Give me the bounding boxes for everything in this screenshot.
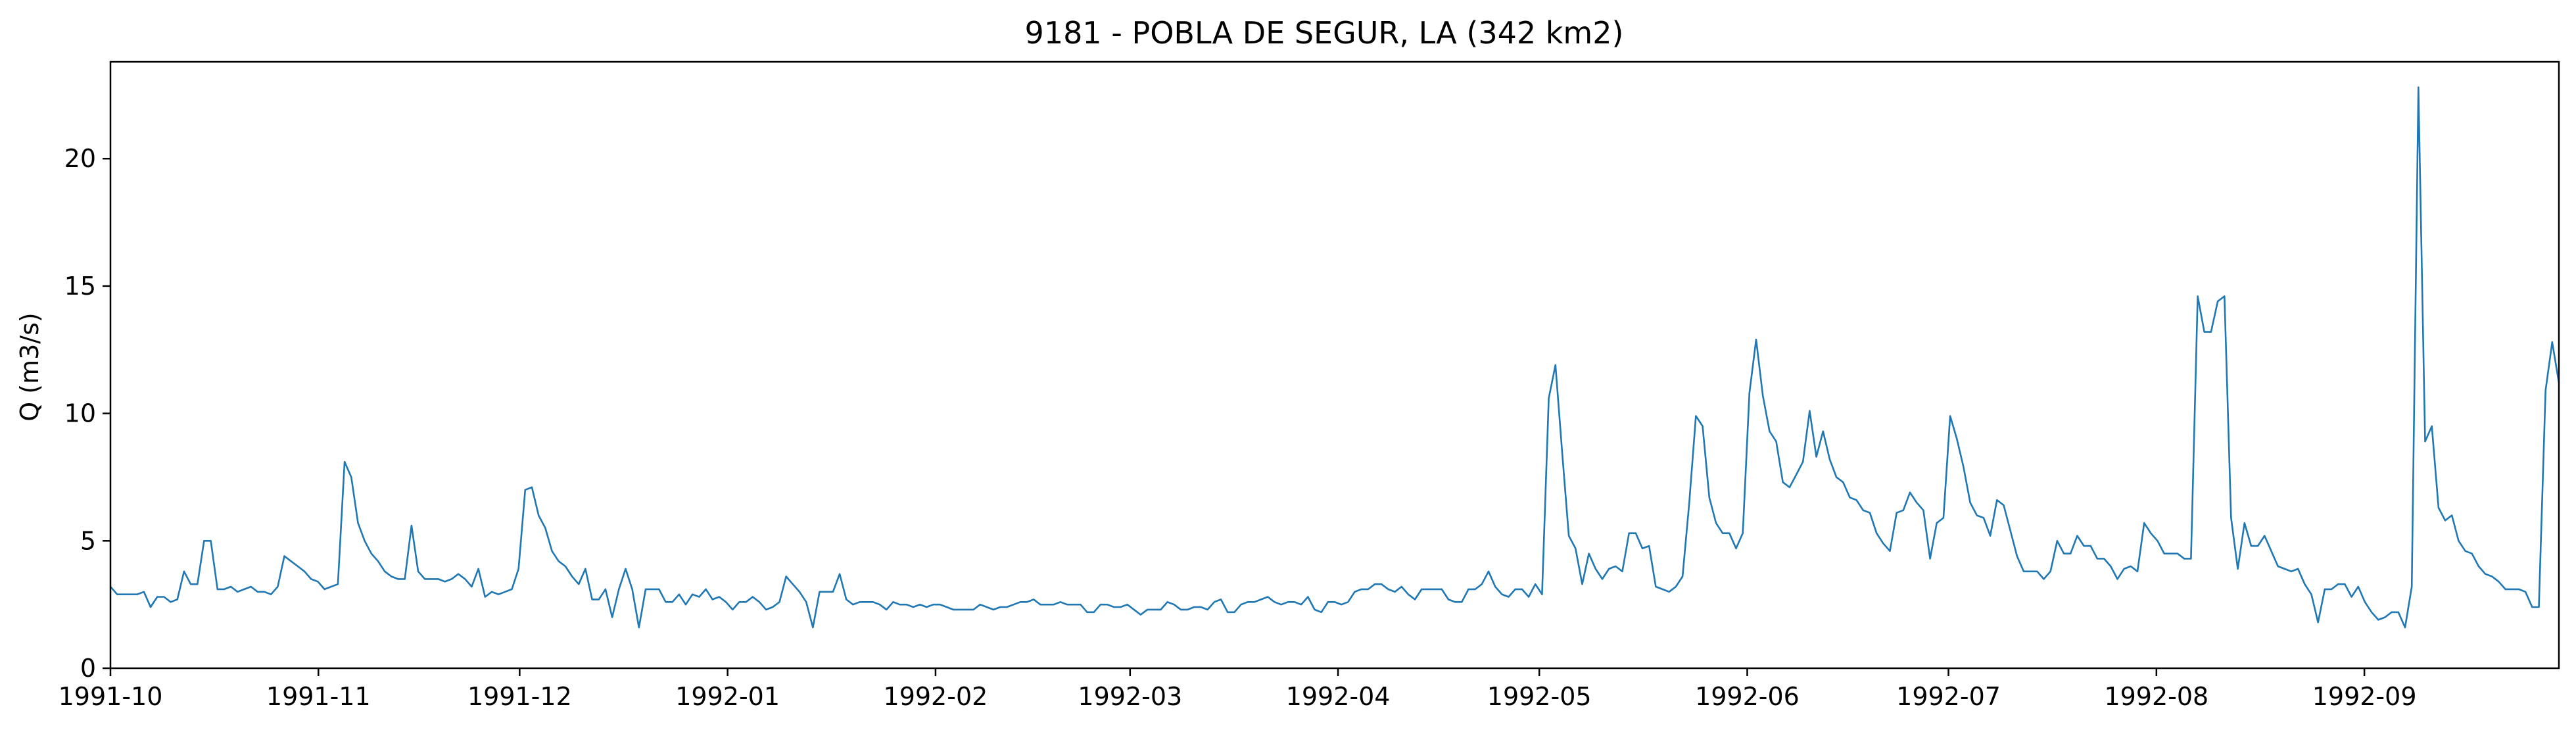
x-tick-label: 1992-01 bbox=[675, 682, 780, 711]
x-tick-label: 1992-06 bbox=[1695, 682, 1800, 711]
x-tick-label: 1992-09 bbox=[2312, 682, 2417, 711]
x-tick-label: 1992-02 bbox=[884, 682, 988, 711]
y-tick-label: 20 bbox=[64, 144, 96, 173]
y-tick-label: 5 bbox=[80, 526, 96, 555]
x-tick-label: 1992-03 bbox=[1078, 682, 1182, 711]
plot-area-frame bbox=[109, 61, 2560, 670]
x-tick-label: 1992-08 bbox=[2104, 682, 2208, 711]
chart-title: 9181 - POBLA DE SEGUR, LA (342 km2) bbox=[1025, 15, 1624, 51]
x-tick-label: 1992-07 bbox=[1896, 682, 2001, 711]
x-tick-label: 1992-05 bbox=[1487, 682, 1592, 711]
x-axis: 1991-10 1991-11 1991-12 1992-01 1992-02 1992-… bbox=[59, 668, 2417, 711]
discharge-series-line bbox=[110, 86, 2560, 629]
y-axis: 0 5 10 15 20 bbox=[64, 144, 110, 683]
x-tick-label: 1991-11 bbox=[266, 682, 371, 711]
x-tick-label: 1991-10 bbox=[59, 682, 163, 711]
y-tick-label: 15 bbox=[64, 272, 96, 301]
y-tick-label: 10 bbox=[64, 399, 96, 428]
y-tick-label: 0 bbox=[80, 654, 96, 683]
y-axis-label: Q (m3/s) bbox=[15, 312, 44, 421]
x-tick-label: 1992-04 bbox=[1286, 682, 1391, 711]
x-tick-label: 1991-12 bbox=[467, 682, 572, 711]
